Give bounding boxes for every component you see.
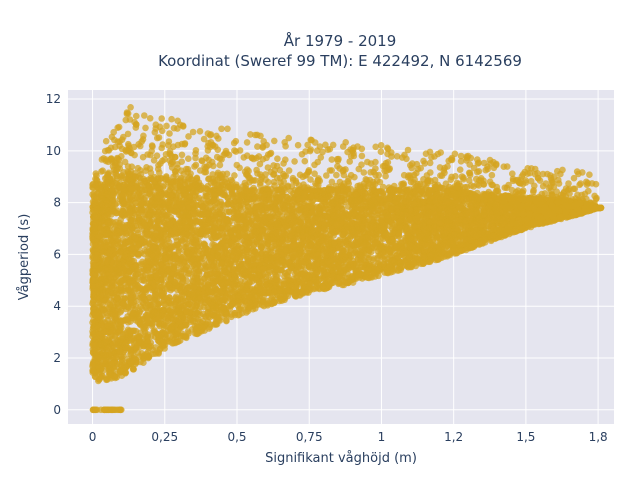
data-point xyxy=(555,180,563,187)
data-point xyxy=(157,160,164,167)
data-point xyxy=(274,155,281,162)
data-point xyxy=(133,112,140,120)
data-point xyxy=(323,172,330,179)
data-point xyxy=(311,170,318,177)
data-point xyxy=(500,163,508,170)
data-point xyxy=(328,156,336,163)
data-point xyxy=(101,406,109,414)
data-point xyxy=(224,125,231,133)
data-point xyxy=(426,159,434,167)
data-point xyxy=(302,148,309,155)
data-point xyxy=(319,148,326,156)
data-point xyxy=(307,146,315,153)
data-point xyxy=(536,177,544,184)
data-point xyxy=(102,137,110,145)
data-point xyxy=(113,406,121,414)
data-point xyxy=(577,180,584,187)
data-point xyxy=(218,125,225,133)
data-point xyxy=(132,293,140,300)
data-point xyxy=(364,158,371,166)
data-point xyxy=(163,122,170,130)
data-point xyxy=(137,167,144,174)
data-point xyxy=(129,365,137,372)
data-point xyxy=(184,242,191,249)
data-point xyxy=(400,181,407,189)
data-point xyxy=(407,162,414,169)
data-point xyxy=(354,182,362,190)
data-point xyxy=(141,112,148,119)
data-point xyxy=(382,172,389,180)
data-point xyxy=(422,150,430,157)
data-point xyxy=(531,170,539,178)
data-point xyxy=(216,161,224,169)
data-point xyxy=(294,141,302,149)
data-point xyxy=(253,166,260,174)
data-point xyxy=(314,158,322,166)
data-point xyxy=(384,159,392,166)
data-point xyxy=(271,137,278,145)
data-point xyxy=(372,158,379,166)
data-point xyxy=(142,124,149,132)
data-point xyxy=(93,172,100,179)
data-point xyxy=(91,406,99,414)
data-point xyxy=(570,174,578,182)
data-point xyxy=(285,167,293,174)
chart-title-line2: Koordinat (Sweref 99 TM): E 422492, N 61… xyxy=(158,52,522,70)
data-point xyxy=(185,155,192,162)
data-point xyxy=(223,170,231,178)
data-points xyxy=(89,104,605,414)
data-point xyxy=(404,146,412,154)
data-point xyxy=(291,158,298,165)
data-point xyxy=(509,170,516,177)
data-point xyxy=(456,166,464,173)
data-point xyxy=(466,177,473,184)
data-point xyxy=(146,115,154,122)
data-point xyxy=(231,147,238,154)
data-point xyxy=(200,135,208,143)
data-point xyxy=(166,130,173,137)
data-point xyxy=(475,168,483,175)
data-point xyxy=(413,169,420,177)
data-point xyxy=(473,175,480,183)
data-point xyxy=(470,164,478,172)
data-point xyxy=(436,164,444,171)
data-point xyxy=(333,171,340,179)
chart-title-line1: År 1979 - 2019 xyxy=(284,31,397,50)
data-point xyxy=(377,142,385,149)
data-point xyxy=(358,152,366,160)
data-point xyxy=(322,141,329,149)
data-point xyxy=(377,148,385,155)
data-point xyxy=(154,134,161,142)
data-point xyxy=(124,130,132,138)
data-point xyxy=(168,115,175,123)
data-point xyxy=(178,151,186,159)
data-point xyxy=(148,142,156,149)
data-point xyxy=(127,104,134,111)
data-point xyxy=(256,160,264,168)
data-point xyxy=(170,124,178,132)
data-point xyxy=(243,139,251,146)
data-point xyxy=(334,162,341,170)
data-point xyxy=(539,182,547,190)
data-point xyxy=(257,171,264,178)
data-point xyxy=(470,183,477,190)
data-point xyxy=(328,178,336,186)
data-point xyxy=(205,175,212,183)
data-point xyxy=(108,406,116,414)
data-point xyxy=(191,163,198,170)
data-point xyxy=(189,128,197,136)
data-point xyxy=(477,175,485,182)
data-point xyxy=(236,164,243,172)
